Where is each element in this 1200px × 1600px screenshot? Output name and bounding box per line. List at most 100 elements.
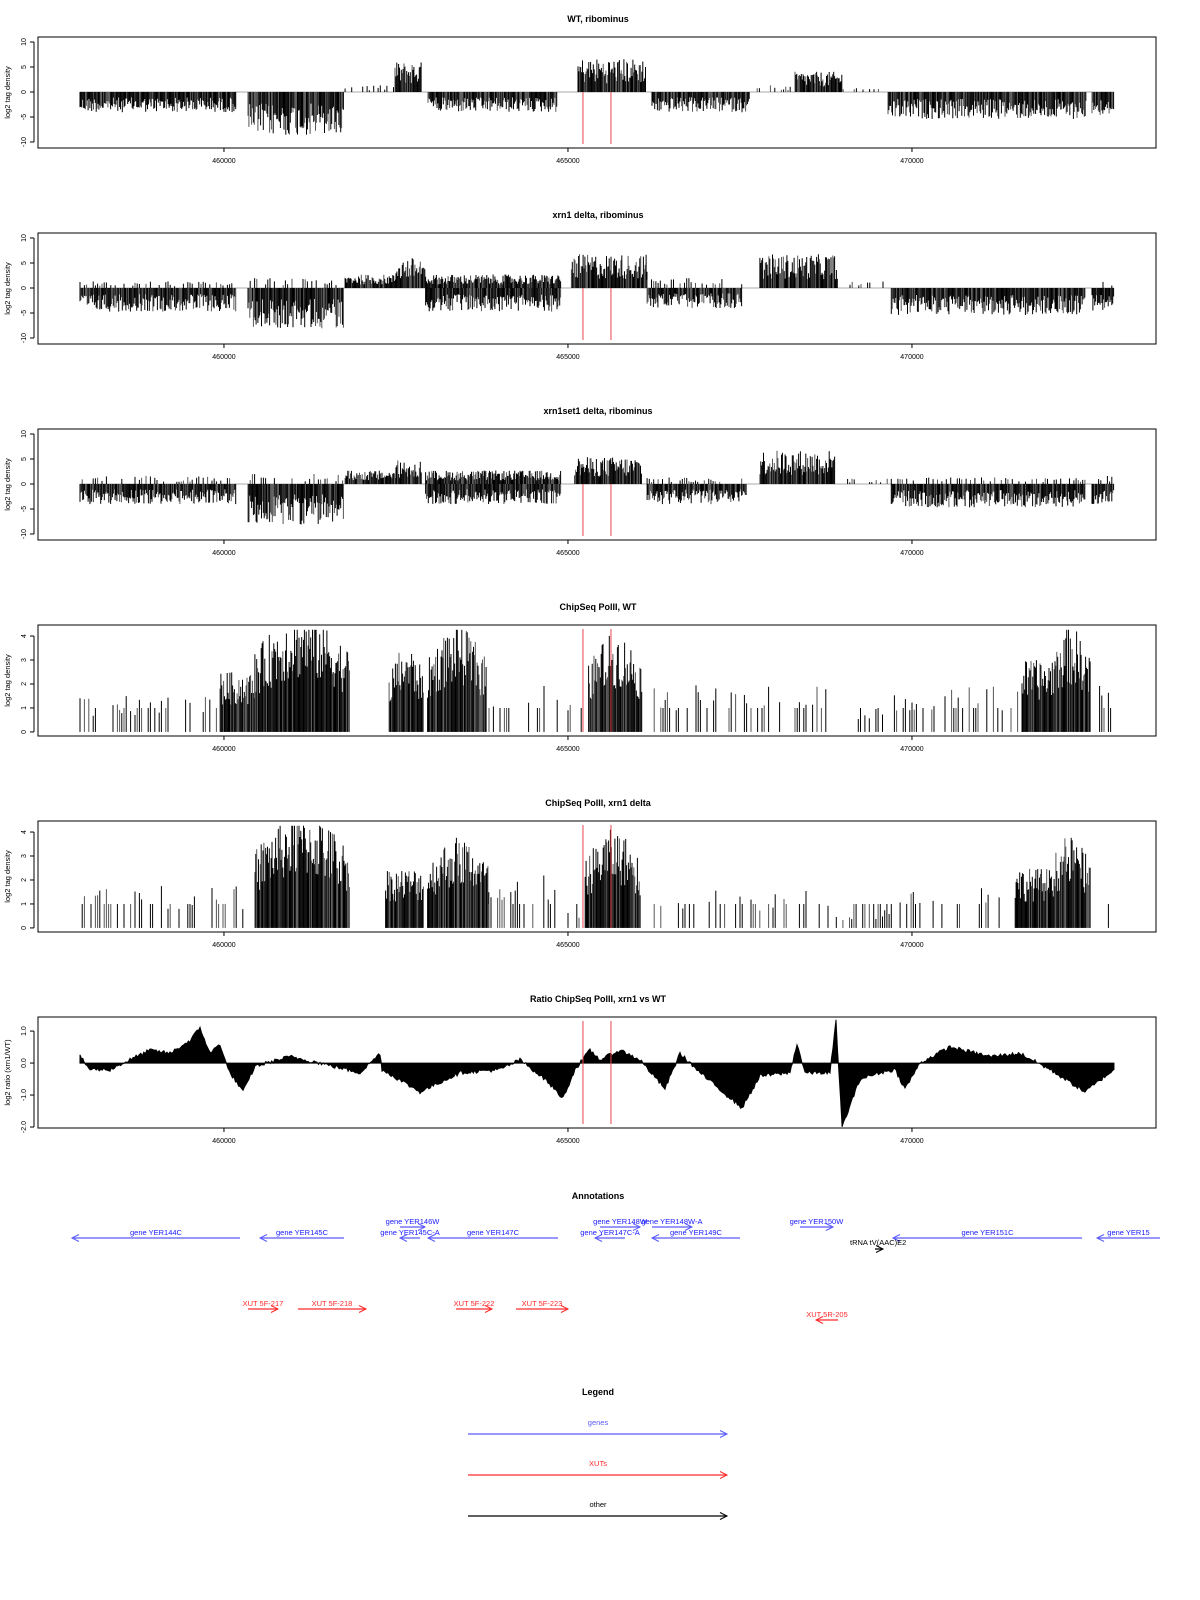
feature-arrow-arrowhead-icon: [484, 1305, 494, 1313]
feature-label: XUT 5F-218: [312, 1299, 353, 1308]
x-tick-label: 465000: [556, 550, 579, 557]
y-tick-label: 3: [21, 854, 28, 858]
feature-label: XUT 5F-217: [243, 1299, 284, 1308]
plot-frame: [37, 820, 1157, 933]
y-axis-label: log2 tag density: [3, 654, 12, 707]
x-tick-label: 470000: [900, 550, 923, 557]
feature-arrow-arrowhead-icon: [258, 1234, 268, 1242]
y-tick-label: 0: [21, 730, 28, 734]
y-tick-label: -5: [21, 114, 28, 120]
track-t3: xrn1set1 delta, ribominus log2 tag densit…: [3, 406, 1157, 557]
feature-label: tRNA tV(AAC)E2: [850, 1238, 906, 1247]
annotation-gene: gene YER147C: [426, 1228, 558, 1242]
feature-arrow-arrowhead-icon: [825, 1223, 835, 1231]
y-tick-label: 2: [21, 878, 28, 882]
annotation-gene: gene YER144C: [70, 1228, 240, 1242]
y-tick-label: -1.0: [21, 1089, 28, 1101]
feature-label: XUT 5F-222: [454, 1299, 495, 1308]
legend-entry: XUTs: [468, 1459, 729, 1479]
x-tick-label: 460000: [212, 942, 235, 949]
y-tick-label: 5: [21, 65, 28, 69]
annotation-gene: gene YER148W: [593, 1217, 648, 1231]
track-t6: Ratio ChipSeq PolII, xrn1 vs WT log2 rati…: [3, 994, 1157, 1145]
track-title: WT, ribominus: [567, 14, 629, 24]
annotation-gene: gene YER146W: [386, 1217, 441, 1231]
feature-label: gene YER148W-A: [641, 1217, 702, 1226]
feature-arrow-arrowhead-icon: [398, 1234, 408, 1242]
annotation-gene: gene YER145C: [258, 1228, 345, 1242]
x-tick-label: 465000: [556, 942, 579, 949]
feature-arrow-arrowhead-icon: [875, 1245, 885, 1253]
track-t1: WT, ribominus log2 tag density 10 5 0 -5 -10 46…: [3, 14, 1157, 165]
y-tick-label: 5: [21, 261, 28, 265]
plot-frame: [37, 428, 1157, 541]
annotation-gene: gene YER149C: [650, 1228, 740, 1242]
feature-arrow-arrowhead-icon: [358, 1305, 368, 1313]
y-tick-label: 0.0: [21, 1058, 28, 1068]
feature-label: gene YER150W: [790, 1217, 845, 1226]
track-t2: xrn1 delta, ribominus log2 tag density 10 5…: [3, 210, 1157, 361]
y-tick-label: -2.0: [21, 1121, 28, 1133]
track-t5: ChipSeq PolII, xrn1 delta log2 tag densit…: [3, 798, 1157, 949]
x-tick-label: 465000: [556, 158, 579, 165]
feature-label: gene YER148W: [593, 1217, 648, 1226]
y-tick-label: -10: [21, 333, 28, 343]
legend-label: genes: [588, 1418, 609, 1427]
feature-arrow-arrowhead-icon: [593, 1234, 603, 1242]
legend-arrowhead-icon: [719, 1471, 729, 1479]
y-tick-label: 0: [21, 286, 28, 290]
y-tick-label: 2: [21, 682, 28, 686]
legend-arrowhead-icon: [719, 1512, 729, 1520]
legend-title: Legend: [582, 1387, 614, 1397]
y-tick-label: -10: [21, 137, 28, 147]
feature-label: gene YER147C: [467, 1228, 520, 1237]
feature-label: XUT 5F-223: [522, 1299, 563, 1308]
feature-label: gene YER147C-A: [580, 1228, 639, 1237]
x-tick-label: 465000: [556, 354, 579, 361]
feature-label: gene YER151C: [962, 1228, 1015, 1237]
annotation-gene: gene YER147C-A: [580, 1228, 640, 1242]
plot-frame: [37, 232, 1157, 345]
annotation-gene: gene YER145C-A: [380, 1228, 440, 1242]
feature-label: gene YER146W: [386, 1217, 441, 1226]
feature-arrow-arrowhead-icon: [684, 1223, 694, 1231]
feature-arrow-arrowhead-icon: [650, 1234, 660, 1242]
y-tick-label: 10: [21, 234, 28, 242]
y-tick-label: 1: [21, 706, 28, 710]
y-tick-label: 4: [21, 634, 28, 638]
y-axis-label: log2 tag density: [3, 458, 12, 511]
annotation-xut: XUT 5F-223: [516, 1299, 570, 1313]
annotation-other: tRNA tV(AAC)E2: [850, 1238, 906, 1253]
x-tick-label: 465000: [556, 746, 579, 753]
y-axis-label: log2 tag density: [3, 850, 12, 903]
annotation-gene: gene YER151C: [891, 1228, 1083, 1242]
annotation-xut: XUT 5F-217: [243, 1299, 284, 1313]
y-tick-label: -10: [21, 529, 28, 539]
y-tick-label: -5: [21, 310, 28, 316]
feature-label: gene YER145C-A: [380, 1228, 439, 1237]
track-title: ChipSeq PolII, xrn1 delta: [545, 798, 652, 808]
legend-label: other: [589, 1500, 607, 1509]
feature-label: XUT 5R-205: [806, 1310, 848, 1319]
feature-arrow-arrowhead-icon: [1095, 1234, 1105, 1242]
plot-frame: [37, 624, 1157, 737]
annotation-xut: XUT 5F-222: [454, 1299, 495, 1313]
track-title: xrn1set1 delta, ribominus: [543, 406, 652, 416]
annotation-gene: gene YER15: [1095, 1228, 1160, 1242]
feature-label: gene YER144C: [130, 1228, 183, 1237]
plot-frame: [37, 36, 1157, 149]
feature-arrow-arrowhead-icon: [814, 1316, 824, 1324]
feature-label: gene YER149C: [670, 1228, 723, 1237]
feature-arrow-arrowhead-icon: [426, 1234, 436, 1242]
y-axis-label: log2 tag density: [3, 66, 12, 119]
y-tick-label: 10: [21, 430, 28, 438]
x-tick-label: 470000: [900, 354, 923, 361]
x-tick-label: 460000: [212, 158, 235, 165]
legend-label: XUTs: [589, 1459, 607, 1468]
feature-label: gene YER145C: [276, 1228, 329, 1237]
legend-entry: genes: [468, 1418, 729, 1438]
y-tick-label: 1: [21, 902, 28, 906]
feature-arrow-arrowhead-icon: [70, 1234, 80, 1242]
legend-entry: other: [468, 1500, 729, 1520]
